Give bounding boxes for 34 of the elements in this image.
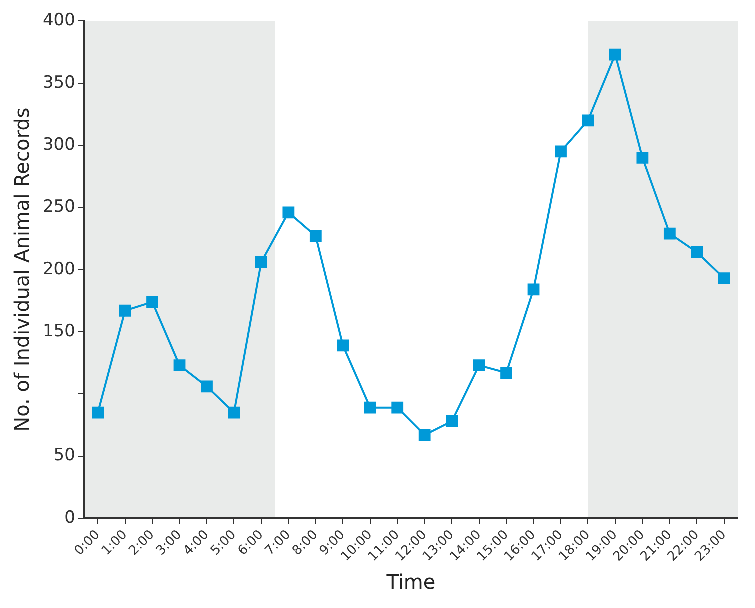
- point: [664, 228, 676, 240]
- y-tick-label: 250: [42, 197, 76, 218]
- x-axis-title: Time: [386, 570, 436, 594]
- point: [92, 406, 104, 419]
- point: [337, 340, 350, 352]
- point: [174, 360, 186, 372]
- point: [473, 360, 486, 372]
- point: [528, 284, 540, 296]
- point: [636, 152, 649, 164]
- point: [691, 246, 704, 258]
- y-tick-label: 350: [42, 72, 76, 93]
- point: [201, 380, 213, 393]
- point: [555, 146, 567, 158]
- point: [392, 402, 404, 414]
- point: [446, 416, 458, 428]
- y-tick-label: 150: [42, 321, 76, 342]
- point: [718, 272, 730, 284]
- point: [228, 406, 240, 419]
- y-tick-label: 400: [42, 10, 76, 31]
- y-tick-label: 200: [42, 259, 76, 280]
- y-tick-label: 50: [54, 446, 76, 466]
- point: [364, 402, 376, 414]
- point: [119, 304, 132, 317]
- point: [582, 114, 594, 127]
- y-tick-label: 300: [42, 134, 76, 155]
- y-axis-title: No. of Individual Animal Records: [10, 108, 34, 432]
- point: [256, 256, 268, 268]
- point: [610, 48, 622, 61]
- point: [310, 230, 322, 242]
- point: [500, 367, 512, 379]
- point: [282, 206, 295, 219]
- y-tick-label: 0: [64, 508, 76, 528]
- point: [146, 296, 158, 308]
- point: [418, 429, 431, 442]
